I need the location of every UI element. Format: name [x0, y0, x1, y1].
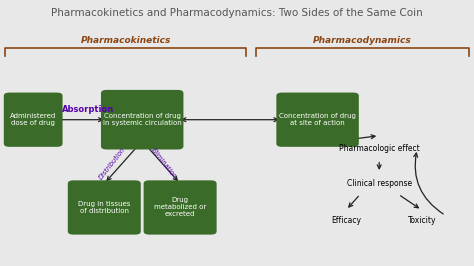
Text: Administered
dose of drug: Administered dose of drug [10, 113, 56, 126]
FancyBboxPatch shape [4, 93, 63, 147]
FancyBboxPatch shape [276, 93, 359, 147]
Text: Concentration of drug
in systemic circulation: Concentration of drug in systemic circul… [103, 113, 182, 126]
Text: Concentration of drug
at site of action: Concentration of drug at site of action [279, 113, 356, 126]
FancyBboxPatch shape [68, 180, 141, 235]
Text: Efficacy: Efficacy [331, 216, 361, 225]
Text: Drug
metabolized or
excreted: Drug metabolized or excreted [154, 197, 206, 218]
Text: Pharmacodynamics: Pharmacodynamics [313, 36, 412, 45]
Text: Clinical response: Clinical response [346, 179, 412, 188]
FancyBboxPatch shape [101, 90, 183, 149]
Text: Pharmacologic effect: Pharmacologic effect [339, 144, 419, 153]
FancyArrowPatch shape [414, 153, 443, 214]
Text: Toxicity: Toxicity [408, 216, 436, 225]
Text: Distribution: Distribution [98, 146, 127, 181]
Text: Pharmacokinetics and Pharmacodynamics: Two Sides of the Same Coin: Pharmacokinetics and Pharmacodynamics: T… [51, 8, 423, 18]
Text: Pharmacokinetics: Pharmacokinetics [81, 36, 171, 45]
Text: Absorption: Absorption [62, 105, 114, 114]
Text: Elimination: Elimination [150, 147, 177, 180]
FancyBboxPatch shape [144, 180, 217, 235]
Text: Drug in tissues
of distribution: Drug in tissues of distribution [78, 201, 130, 214]
